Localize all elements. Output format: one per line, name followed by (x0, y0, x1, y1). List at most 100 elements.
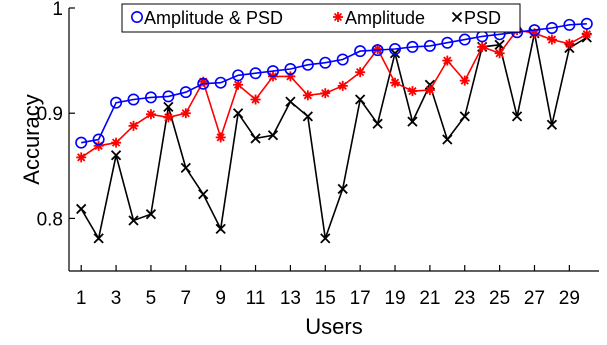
data-point (459, 75, 470, 86)
x-tick-label: 25 (489, 288, 510, 309)
marker-stroke (180, 162, 191, 174)
data-point (302, 90, 313, 101)
y-tick-label: 1 (52, 0, 63, 20)
data-point (198, 189, 209, 200)
legend-marker (451, 11, 463, 23)
data-point (581, 29, 592, 40)
legend: Amplitude & PSD Amplitude PSD (121, 3, 521, 33)
marker-stroke (216, 133, 225, 142)
marker-stroke (145, 209, 157, 220)
marker-stroke (111, 138, 121, 147)
data-point (371, 44, 384, 57)
marker-stroke (267, 130, 279, 141)
data-point (337, 183, 348, 195)
marker-stroke (163, 101, 174, 113)
x-tick-label: 21 (419, 288, 440, 309)
marker-stroke (164, 113, 173, 122)
x-tick-label: 17 (350, 288, 371, 309)
data-point (232, 69, 245, 82)
data-point (214, 76, 227, 89)
data-point (458, 33, 471, 46)
data-point (372, 118, 383, 129)
data-point (93, 233, 104, 244)
data-point (494, 48, 505, 59)
marker-stroke (285, 96, 296, 107)
data-point (442, 55, 453, 66)
data-point (389, 48, 401, 59)
data-point (337, 80, 348, 91)
data-point (442, 134, 453, 145)
marker-stroke (425, 85, 435, 95)
data-point (163, 101, 174, 113)
data-point (76, 203, 87, 215)
data-point (301, 58, 314, 71)
marker-stroke (77, 153, 86, 162)
marker-stroke (251, 95, 260, 104)
marker-stroke (494, 39, 505, 50)
y-tick-label: 0.8 (37, 209, 63, 230)
marker-stroke (356, 68, 365, 77)
x-tick-label: 7 (181, 288, 192, 309)
data-point (162, 90, 175, 103)
data-point (76, 152, 87, 163)
legend-label: PSD (464, 8, 501, 28)
marker-stroke (337, 183, 348, 195)
data-point (249, 67, 262, 80)
x-tick-label: 15 (315, 288, 336, 309)
data-point (250, 133, 261, 144)
marker-stroke (372, 118, 383, 129)
data-point (110, 150, 122, 161)
marker-stroke (511, 111, 523, 122)
marker-stroke (338, 81, 347, 90)
marker-stroke (373, 44, 382, 54)
data-point (232, 108, 244, 119)
data-point (546, 34, 557, 45)
data-point (75, 136, 88, 149)
x-tick-label: 23 (454, 288, 475, 309)
marker-stroke (407, 116, 418, 127)
data-point (111, 137, 122, 148)
data-point (477, 41, 488, 52)
data-point (441, 36, 454, 49)
marker-stroke (198, 189, 209, 200)
data-point (266, 65, 279, 78)
marker-stroke (321, 89, 330, 98)
data-point (494, 39, 505, 50)
data-point (145, 109, 156, 120)
data-point (250, 94, 261, 105)
data-point (424, 85, 435, 96)
data-point (197, 77, 210, 90)
data-point (545, 21, 558, 34)
data-point (179, 86, 192, 99)
marker-stroke (232, 108, 244, 119)
legend-marker (333, 12, 343, 22)
marker-stroke (320, 233, 331, 244)
data-point (354, 45, 367, 58)
marker-stroke (76, 203, 87, 215)
marker-stroke (451, 11, 463, 23)
legend-label: Amplitude (345, 8, 425, 28)
x-tick-label: 29 (559, 288, 580, 309)
series-line (81, 23, 587, 144)
data-point (546, 119, 558, 130)
data-point (267, 130, 279, 141)
data-point (319, 56, 332, 69)
data-point (127, 93, 140, 106)
marker-stroke (128, 215, 139, 226)
x-tick-label: 9 (215, 288, 226, 309)
data-point (215, 223, 226, 235)
series-amplitude (76, 25, 592, 163)
marker-stroke (442, 134, 453, 145)
x-tick-label: 1 (76, 288, 87, 309)
data-point (389, 43, 402, 56)
data-point (406, 40, 419, 53)
marker-stroke (355, 94, 366, 105)
data-point (320, 233, 331, 244)
data-point (320, 88, 331, 99)
data-point (423, 39, 436, 52)
marker-stroke (478, 42, 487, 52)
marker-stroke (408, 86, 417, 96)
marker-stroke (495, 49, 504, 58)
data-point (511, 111, 523, 122)
legend-item: Amplitude (333, 8, 425, 28)
